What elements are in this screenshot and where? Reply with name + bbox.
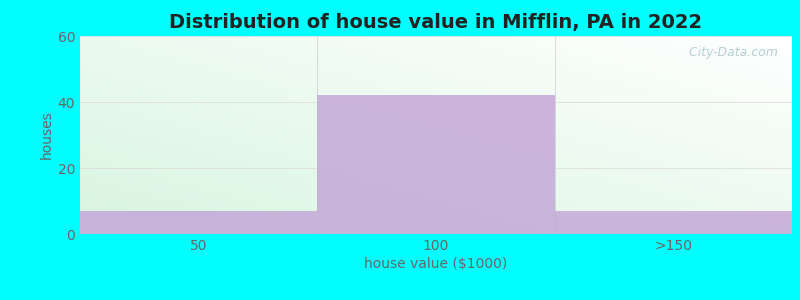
- Text: City-Data.com: City-Data.com: [681, 46, 778, 59]
- Bar: [318, 95, 554, 234]
- Y-axis label: houses: houses: [39, 111, 54, 159]
- Title: Distribution of house value in Mifflin, PA in 2022: Distribution of house value in Mifflin, …: [170, 13, 702, 32]
- Bar: [554, 211, 792, 234]
- Bar: [80, 211, 318, 234]
- X-axis label: house value ($1000): house value ($1000): [364, 257, 508, 271]
